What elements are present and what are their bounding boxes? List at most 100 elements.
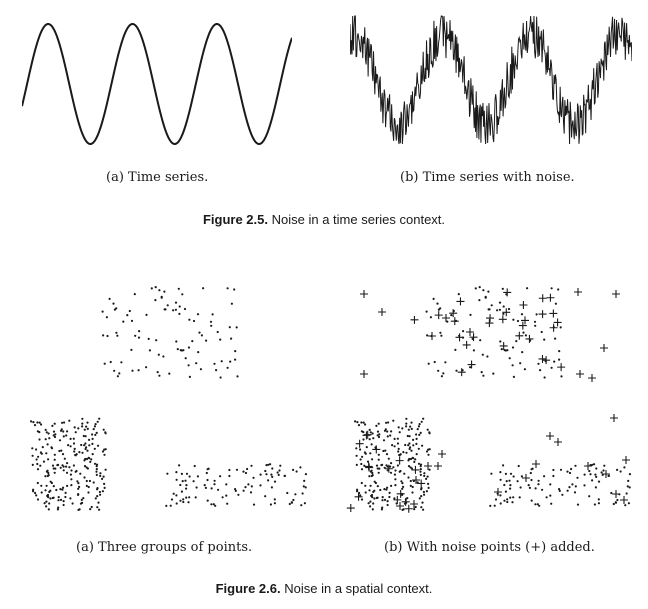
group-left-point bbox=[420, 506, 423, 509]
group-top-point bbox=[101, 310, 104, 313]
group-top-point bbox=[519, 362, 522, 365]
group-left-point bbox=[52, 434, 55, 437]
group-left-point bbox=[416, 428, 419, 431]
group-left-point bbox=[428, 448, 431, 451]
group-left-point bbox=[377, 458, 380, 461]
group-left-point bbox=[428, 431, 431, 434]
group-right-point bbox=[276, 471, 279, 474]
group-top-point bbox=[128, 309, 131, 313]
group-top-point bbox=[219, 338, 222, 341]
noise-point bbox=[434, 311, 443, 320]
group-top-point bbox=[183, 307, 187, 311]
group-right-point bbox=[610, 491, 613, 495]
noise-point bbox=[538, 310, 547, 319]
group-right-point bbox=[290, 501, 293, 504]
group-right-point bbox=[265, 464, 268, 467]
group-left-point bbox=[45, 484, 48, 487]
noise-point bbox=[574, 288, 582, 296]
group-left-point bbox=[77, 427, 80, 430]
group-top-point bbox=[481, 353, 484, 356]
group-left-point bbox=[386, 486, 389, 489]
noise-point bbox=[538, 354, 547, 363]
group-top-point bbox=[215, 369, 218, 372]
group-left-point bbox=[385, 421, 388, 424]
group-right-point bbox=[541, 488, 544, 491]
group-left-point bbox=[58, 449, 61, 453]
group-left-point bbox=[371, 432, 374, 435]
group-top-point bbox=[508, 357, 511, 360]
group-left-point bbox=[32, 421, 35, 424]
group-left-point bbox=[104, 448, 107, 451]
group-left-point bbox=[398, 470, 401, 473]
group-left-point bbox=[391, 444, 394, 447]
noise-point bbox=[354, 492, 363, 501]
group-left-point bbox=[394, 478, 397, 481]
group-left-point bbox=[82, 434, 85, 438]
group-left-point bbox=[404, 443, 407, 447]
group-right-point bbox=[271, 467, 274, 470]
group-left-point bbox=[355, 447, 358, 450]
group-left-point bbox=[423, 493, 426, 496]
group-right-point bbox=[600, 471, 603, 474]
group-right-point bbox=[301, 492, 304, 495]
group-left-point bbox=[383, 488, 386, 491]
group-right-point bbox=[597, 480, 601, 483]
group-right-point bbox=[591, 463, 594, 466]
group-top-point bbox=[511, 346, 515, 349]
group-left-point bbox=[62, 469, 65, 472]
group-right-point bbox=[235, 468, 239, 471]
noise-point bbox=[600, 344, 608, 352]
group-right-point bbox=[252, 476, 255, 479]
group-left-point bbox=[386, 465, 389, 468]
group-top-point bbox=[148, 349, 151, 352]
group-left-point bbox=[402, 485, 405, 488]
group-left-point bbox=[69, 473, 72, 476]
group-left-point bbox=[84, 457, 87, 461]
group-left-point bbox=[407, 428, 410, 431]
group-top-point bbox=[154, 286, 157, 289]
group-top-point bbox=[457, 293, 460, 296]
group-right-point bbox=[566, 470, 569, 473]
noise-point bbox=[557, 363, 566, 372]
noise-point bbox=[494, 488, 502, 496]
noise-point bbox=[378, 308, 386, 316]
group-left-point bbox=[410, 427, 413, 430]
group-left-point bbox=[359, 458, 362, 461]
group-left-point bbox=[35, 458, 38, 461]
group-left-point bbox=[409, 446, 412, 449]
group-left-point bbox=[40, 484, 43, 487]
group-left-point bbox=[370, 474, 373, 478]
group-left-point bbox=[99, 493, 102, 496]
group-right-point bbox=[288, 502, 291, 506]
group-left-point bbox=[405, 451, 408, 454]
group-top-point bbox=[157, 353, 160, 356]
group-left-point bbox=[40, 423, 43, 426]
group-left-point bbox=[81, 451, 84, 454]
group-right-point bbox=[246, 467, 249, 471]
group-left-point bbox=[31, 463, 34, 466]
group-left-point bbox=[86, 427, 89, 430]
group-right-point bbox=[210, 487, 213, 490]
noise-point bbox=[404, 504, 413, 513]
group-top-point bbox=[220, 360, 223, 363]
group-right-point bbox=[304, 486, 307, 489]
group-left-point bbox=[93, 425, 96, 428]
group-top-point bbox=[106, 334, 109, 338]
group-left-point bbox=[36, 481, 39, 485]
group-right-point bbox=[499, 502, 502, 505]
group-left-point bbox=[384, 428, 387, 431]
group-left-point bbox=[389, 434, 392, 437]
noise-point bbox=[412, 476, 420, 484]
group-left-point bbox=[66, 462, 69, 465]
group-left-point bbox=[38, 438, 41, 441]
group-left-point bbox=[387, 421, 390, 424]
group-left-point bbox=[39, 464, 42, 467]
group-top-point bbox=[113, 308, 116, 311]
group-left-point bbox=[101, 450, 105, 453]
group-left-point bbox=[413, 460, 416, 463]
group-left-point bbox=[86, 449, 89, 452]
group-left-point bbox=[422, 417, 425, 420]
group-left-point bbox=[364, 484, 367, 487]
group-left-point bbox=[65, 434, 68, 437]
group-left-point bbox=[417, 425, 420, 428]
